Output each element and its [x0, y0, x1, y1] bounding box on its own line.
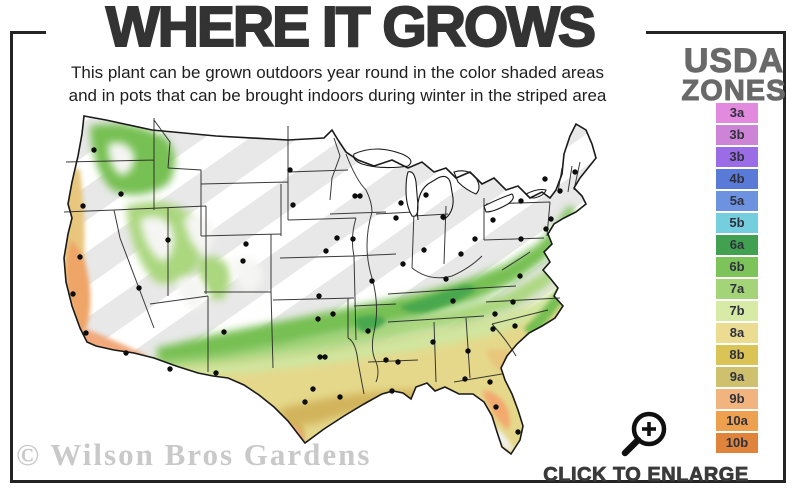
city-dot	[450, 298, 456, 304]
legend-heading-usda: USDA	[683, 42, 785, 81]
city-dot	[165, 237, 171, 243]
zone-chip-6b: 6b	[716, 257, 758, 277]
zone-chip-9b: 9b	[716, 389, 758, 409]
city-dot	[243, 241, 249, 247]
city-dot	[518, 236, 524, 242]
city-dot	[357, 193, 363, 199]
zone-chip-10b: 10b	[716, 433, 758, 453]
city-dot	[518, 198, 524, 204]
city-dot	[490, 217, 496, 223]
legend-heading-zones: ZONES	[681, 75, 787, 108]
usa-zone-map[interactable]	[56, 110, 604, 462]
city-dot	[287, 167, 293, 173]
zone-legend: 3a 3b 3b 4b 5a 5b 6a 6b 7a 7b 8a 8b 9a 9b 10a 10b	[716, 103, 758, 455]
zone-chip-10a: 10a	[716, 411, 758, 431]
city-dot	[83, 330, 89, 336]
zone-chip-3a: 3a	[716, 103, 758, 123]
city-dot	[398, 200, 404, 206]
zone-chip-8b: 8b	[716, 345, 758, 365]
city-dot	[70, 291, 76, 297]
city-dot	[365, 328, 371, 334]
city-dot	[493, 404, 499, 410]
city-dot	[572, 169, 578, 175]
city-dot	[167, 366, 173, 372]
city-dot	[389, 388, 395, 394]
page-title: WHERE IT GROWS	[105, 0, 597, 60]
city-dot	[213, 370, 219, 376]
click-to-enlarge-label[interactable]: CLICK TO ENLARGE	[543, 464, 749, 487]
subtitle-line-2: and in pots that can be brought indoors …	[68, 86, 607, 106]
city-dot	[393, 215, 399, 221]
city-dot	[383, 357, 389, 363]
city-dot	[458, 251, 464, 257]
city-dot	[490, 326, 496, 332]
city-dot	[395, 359, 401, 365]
zone-chip-3b: 3b	[716, 147, 758, 167]
city-dot	[430, 339, 436, 345]
city-dot	[290, 202, 296, 208]
zone-chip-7a: 7a	[716, 279, 758, 299]
us-outline	[63, 115, 597, 456]
city-dot	[221, 329, 227, 335]
state-borders	[63, 118, 581, 395]
city-dot	[136, 285, 142, 291]
city-dot	[302, 399, 308, 405]
city-dot	[517, 273, 523, 279]
city-dot	[77, 254, 83, 260]
city-dot	[548, 216, 554, 222]
city-dot	[515, 429, 521, 435]
zone-chip-3b: 3b	[716, 125, 758, 145]
magnifier-plus-icon[interactable]	[615, 404, 677, 462]
city-dot	[334, 235, 340, 241]
click-to-enlarge-button[interactable]: CLICK TO ENLARGE	[535, 404, 757, 487]
city-dot	[512, 323, 518, 329]
city-dot	[465, 348, 471, 354]
subtitle: This plant can be grown outdoors year ro…	[15, 61, 660, 108]
legend-heading: USDA ZONES	[664, 42, 800, 108]
city-dot	[317, 354, 323, 360]
city-dot	[240, 258, 246, 264]
city-dot	[440, 214, 446, 220]
subtitle-line-1: This plant can be grown outdoors year ro…	[71, 63, 604, 82]
zone-chip-4b: 4b	[716, 169, 758, 189]
city-dot	[421, 247, 427, 253]
watermark: © Wilson Bros Gardens	[16, 437, 372, 472]
city-dot	[91, 147, 97, 153]
city-dot	[80, 203, 86, 209]
city-dot	[543, 226, 549, 232]
city-dot	[423, 192, 429, 198]
city-dot	[316, 293, 322, 299]
city-dot	[462, 376, 468, 382]
city-dot	[118, 191, 124, 197]
city-dot	[492, 311, 498, 317]
city-dot	[330, 311, 336, 317]
city-dot	[337, 394, 343, 400]
city-dot	[310, 386, 316, 392]
zone-chip-5a: 5a	[716, 191, 758, 211]
city-dot	[123, 350, 129, 356]
city-dot	[322, 354, 328, 360]
city-dot	[369, 278, 375, 284]
frame-title-gap	[46, 27, 646, 37]
city-dot	[443, 276, 449, 282]
city-dots	[70, 147, 578, 435]
city-dot	[400, 261, 406, 267]
zone-chip-7b: 7b	[716, 301, 758, 321]
city-dot	[510, 299, 516, 305]
zone-chip-6a: 6a	[716, 235, 758, 255]
city-dot	[323, 248, 329, 254]
city-dot	[315, 316, 321, 322]
zone-chip-8a: 8a	[716, 323, 758, 343]
city-dot	[557, 188, 563, 194]
city-dot	[350, 236, 356, 242]
city-dot	[487, 379, 493, 385]
zone-chip-5b: 5b	[716, 213, 758, 233]
great-lakes	[353, 148, 547, 221]
zone-chip-9a: 9a	[716, 367, 758, 387]
city-dot	[352, 193, 358, 199]
city-dot	[472, 236, 478, 242]
city-dot	[542, 176, 548, 182]
